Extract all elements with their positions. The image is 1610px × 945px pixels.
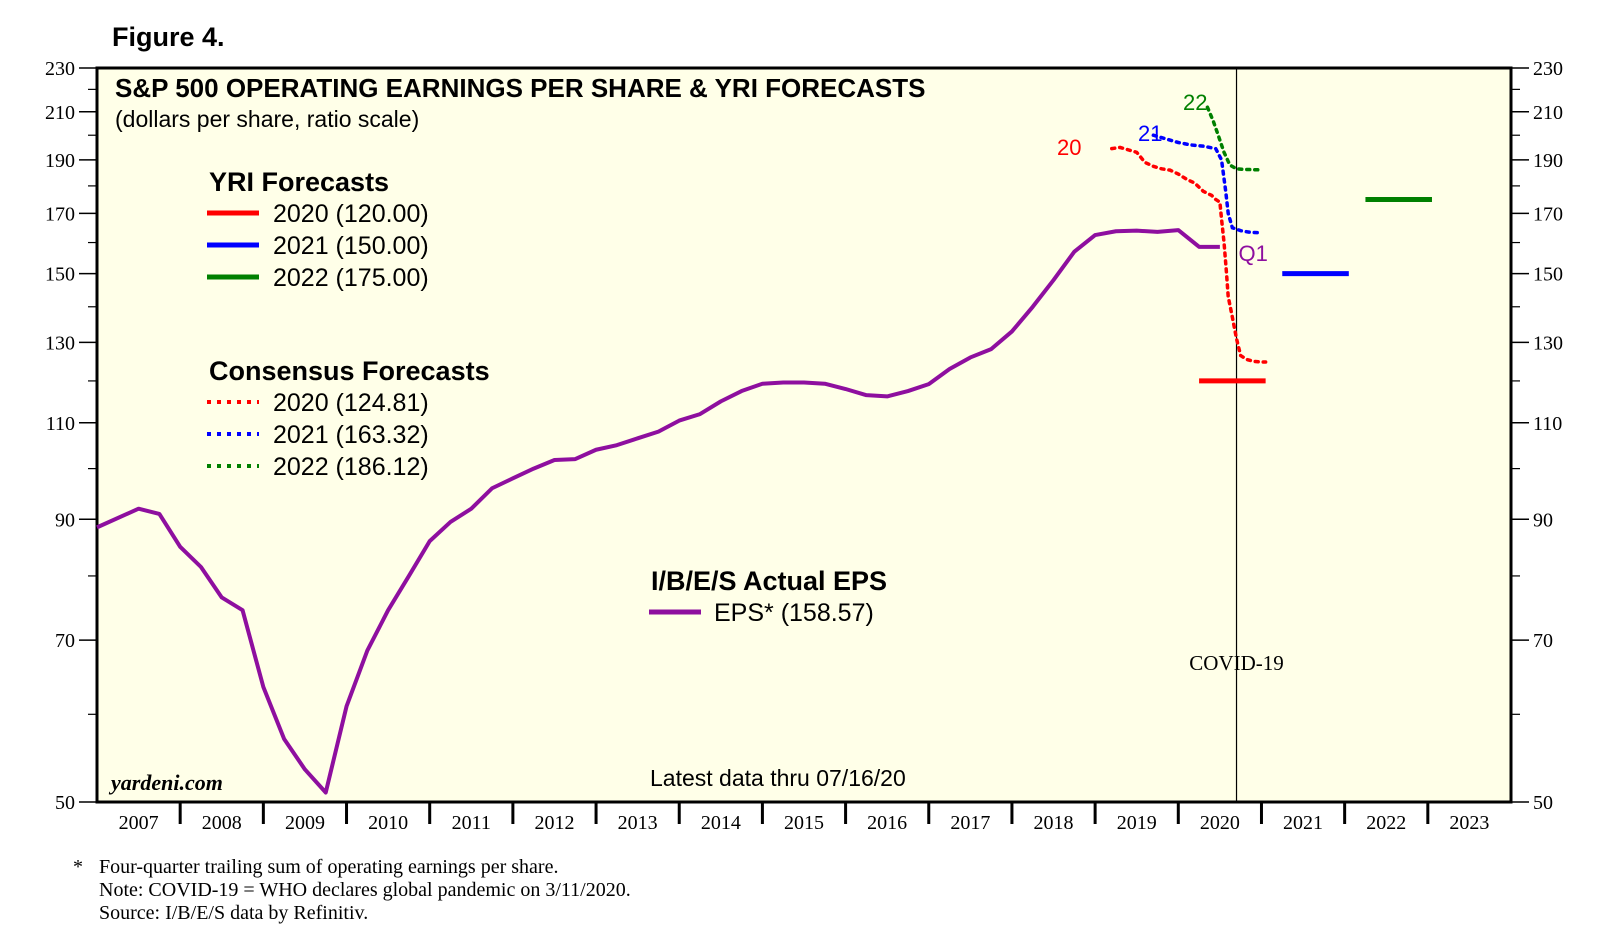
plot-area <box>95 66 1513 804</box>
consensus-2021-label: 2021 (163.32) <box>273 421 429 449</box>
y-tick-label-right: 210 <box>1533 102 1563 124</box>
left-y-axis: 50 70 90 110 130 150 170 190 210 230 <box>45 58 97 814</box>
yri-2020-label: 2020 (120.00) <box>273 200 429 228</box>
x-tick-label: 2007 <box>119 812 159 834</box>
y-tick-label-right: 170 <box>1533 203 1563 225</box>
y-tick-label-right: 230 <box>1533 58 1563 80</box>
footnote-line-2: Note: COVID-19 = WHO declares global pan… <box>99 879 631 901</box>
y-tick-label-left: 150 <box>45 264 75 286</box>
yri-2021-label: 2021 (150.00) <box>273 232 429 260</box>
consensus-2020-label: 2020 (124.81) <box>273 389 429 417</box>
consensus-legend-title: Consensus Forecasts <box>209 356 490 386</box>
y-tick-label-left: 110 <box>46 413 75 435</box>
y-tick-label-left: 230 <box>45 58 75 80</box>
footnotes: * Four-quarter trailing sum of operating … <box>73 856 631 925</box>
q1-label: Q1 <box>1239 241 1268 266</box>
x-tick-label: 2017 <box>950 812 990 834</box>
y-tick-label-right: 110 <box>1533 413 1562 435</box>
y-tick-label-left: 210 <box>45 102 75 124</box>
y-tick-label-left: 50 <box>55 792 75 814</box>
x-tick-label: 2022 <box>1366 812 1406 834</box>
x-tick-label: 2020 <box>1200 812 1240 834</box>
x-tick-label: 2011 <box>452 812 491 834</box>
x-tick-label: 2023 <box>1449 812 1489 834</box>
consensus-2020-line <box>1110 145 1268 364</box>
footnote-line-1: Four-quarter trailing sum of operating e… <box>99 856 559 878</box>
eps-legend-label: EPS* (158.57) <box>714 599 874 627</box>
y-tick-label-right: 150 <box>1533 264 1563 286</box>
series-layer: 20 21 22 Q1 <box>96 90 1432 795</box>
y-tick-label-right: 50 <box>1533 792 1553 814</box>
consensus-20-tag: 20 <box>1057 135 1081 160</box>
x-tick-label: 2018 <box>1034 812 1074 834</box>
figure-label: Figure 4. <box>112 22 225 52</box>
consensus-2022-label: 2022 (186.12) <box>273 453 429 481</box>
covid-label: COVID-19 <box>1189 651 1284 675</box>
yri-2022-label: 2022 (175.00) <box>273 264 429 292</box>
y-tick-label-left: 190 <box>45 150 75 172</box>
x-tick-label: 2014 <box>701 812 741 834</box>
footnote-star: * <box>73 856 83 878</box>
y-tick-label-left: 70 <box>55 630 75 652</box>
x-tick-label: 2015 <box>784 812 824 834</box>
source-tag: yardeni.com <box>108 770 223 795</box>
y-tick-label-right: 90 <box>1533 509 1553 531</box>
y-tick-label-left: 130 <box>45 332 75 354</box>
y-tick-label-left: 90 <box>55 509 75 531</box>
x-tick-label: 2012 <box>534 812 574 834</box>
chart-subtitle: (dollars per share, ratio scale) <box>115 106 419 132</box>
x-tick-label: 2021 <box>1283 812 1323 834</box>
x-tick-label: 2008 <box>202 812 242 834</box>
footnote-line-3: Source: I/B/E/S data by Refinitiv. <box>99 902 369 924</box>
x-tick-label: 2009 <box>285 812 325 834</box>
x-tick-label: 2013 <box>618 812 658 834</box>
x-tick-label: 2019 <box>1117 812 1157 834</box>
x-axis: 2007 2008 2009 2010 2011 2012 2013 2014 2015 2016… <box>119 802 1489 834</box>
consensus-2022-line <box>1205 105 1260 172</box>
y-tick-label-right: 70 <box>1533 630 1553 652</box>
x-tick-label: 2010 <box>368 812 408 834</box>
consensus-2021-line <box>1151 133 1260 235</box>
x-tick-label: 2016 <box>867 812 907 834</box>
consensus-21-tag: 21 <box>1138 121 1162 146</box>
latest-data-note: Latest data thru 07/16/20 <box>650 765 906 791</box>
actual-legend-title: I/B/E/S Actual EPS <box>651 566 887 596</box>
y-tick-label-right: 190 <box>1533 150 1563 172</box>
yri-legend-title: YRI Forecasts <box>209 167 389 197</box>
eps-line <box>96 228 1220 795</box>
right-y-axis: 50 70 90 110 130 150 170 190 210 230 <box>1511 58 1563 814</box>
y-tick-label-left: 170 <box>45 203 75 225</box>
consensus-22-tag: 22 <box>1183 90 1207 115</box>
y-tick-label-right: 130 <box>1533 332 1563 354</box>
chart-title: S&P 500 OPERATING EARNINGS PER SHARE & Y… <box>115 73 926 103</box>
